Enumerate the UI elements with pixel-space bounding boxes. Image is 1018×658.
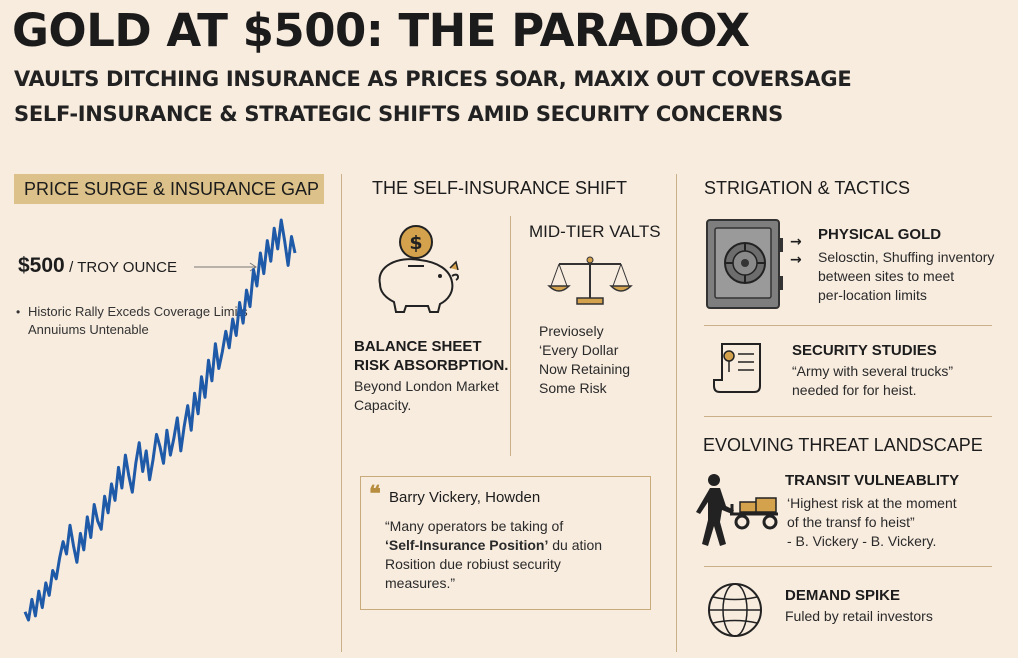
subtitle-1: VAULTS DITCHING INSURANCE AS PRICES SOAR… (14, 67, 852, 91)
threats-heading: EVOLVING THREAT LANDSCAPE (703, 435, 983, 455)
mid-tier-text-3: Now Retaining (539, 361, 631, 377)
arrow-icon-1: → (790, 234, 802, 250)
bullet-dot: • (16, 305, 21, 319)
threats-divider (704, 566, 992, 567)
piggy-bank-icon: $ (378, 225, 460, 313)
transit-cart-icon (696, 474, 778, 546)
document-icon (713, 343, 761, 393)
column-divider-1 (341, 174, 342, 652)
physical-gold-text-3: per-location limits (818, 287, 927, 303)
price-series-line (23, 218, 297, 622)
quote-text: “Many operators be taking of ‘Self-Insur… (385, 517, 640, 593)
tactics-divider-1 (704, 325, 992, 326)
quote-box: ❝ Barry Vickery, Howden “Many operators … (360, 476, 651, 610)
tactics-divider-2 (704, 416, 992, 417)
quote-line-2-rest: du ation (548, 537, 603, 553)
quote-line-4: measures.” (385, 575, 456, 591)
security-text-2: needed for for heist. (792, 382, 917, 398)
price-banner: PRICE SURGE & INSURANCE GAP (14, 174, 324, 204)
quote-mark-icon: ❝ (369, 481, 381, 507)
inner-divider (510, 216, 511, 456)
transit-text-3: - B. Vickery - B. Vickery. (787, 533, 937, 549)
price-label: $500 / TROY OUNCE (18, 254, 177, 278)
security-title: SECURITY STUDIES (792, 342, 937, 359)
svg-text:$: $ (409, 232, 422, 254)
bullet-line-1: Historic Rally Exceds Coverage Limits (28, 304, 248, 319)
transit-text-2: of the transf fo heist” (787, 514, 915, 530)
price-line-chart (23, 218, 297, 622)
demand-title: DEMAND SPIKE (785, 587, 901, 604)
physical-gold-title: PHYSICAL GOLD (818, 226, 942, 243)
physical-gold-text-1: Selosctin, Shuffing inventory (818, 249, 995, 265)
self-insurance-heading: THE SELF-INSURANCE SHIFT (372, 178, 628, 198)
quote-line-2: ‘Self-Insurance Position’ du ation (385, 536, 640, 555)
price-bullet: • Historic Rally Exceds Coverage Limits … (16, 303, 276, 339)
balance-sheet-text-1: Beyond London Market (354, 378, 499, 394)
subtitle-2: SELF-INSURANCE & STRATEGIC SHIFTS AMID S… (14, 102, 783, 126)
scale-icon (547, 256, 633, 305)
transit-text-1: ‘Highest risk at the moment (787, 495, 957, 511)
bullet-line-2: Annuiums Untenable (28, 322, 149, 337)
page-title: GOLD AT $500: THE PARADOX (12, 4, 750, 57)
transit-title: TRANSIT VULNEABLITY (785, 472, 960, 489)
demand-text: Fuled by retail investors (785, 608, 933, 624)
mid-tier-heading: MID-TIER VALTS (529, 222, 661, 241)
quote-line-3: Rosition due robiust security (385, 556, 561, 572)
column-divider-2 (676, 174, 677, 652)
price-value: $500 (18, 254, 65, 277)
quote-line-1: “Many operators be taking of (385, 518, 564, 534)
arrow-icon-2: → (790, 252, 802, 268)
balance-sheet-text-2: Capacity. (354, 397, 412, 413)
tactics-heading: STRIGATION & TACTICS (704, 178, 911, 198)
mid-tier-text-2: ‘Every Dollar (539, 342, 619, 358)
quote-author: Barry Vickery, Howden (389, 489, 541, 506)
mid-tier-text-1: Previosely (539, 323, 604, 339)
physical-gold-text-2: between sites to meet (818, 268, 955, 284)
mid-tier-text-4: Some Risk (539, 380, 607, 396)
price-unit: / TROY OUNCE (69, 259, 177, 276)
balance-sheet-title-1: BALANCE SHEET (354, 338, 482, 355)
globe-icon (708, 583, 762, 637)
security-text-1: “Army with several trucks” (792, 363, 954, 379)
quote-bold-phrase: ‘Self-Insurance Position’ (385, 537, 549, 553)
balance-sheet-title-2: RISK ABSORBPTION. (354, 357, 509, 374)
vault-icon (706, 219, 783, 309)
